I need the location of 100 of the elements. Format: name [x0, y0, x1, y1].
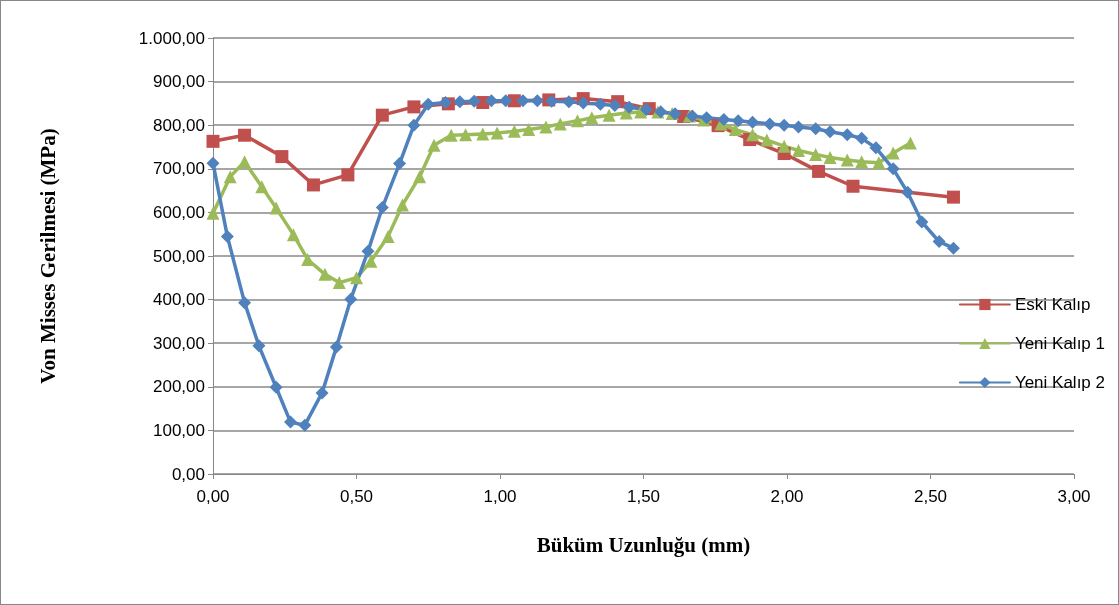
point — [298, 418, 312, 432]
point — [530, 94, 544, 108]
point — [823, 150, 837, 164]
point — [809, 122, 823, 136]
y-axis-title: Von Misses Gerilmesi (MPa) — [35, 128, 60, 384]
point — [499, 94, 513, 108]
point — [731, 114, 745, 128]
point — [746, 128, 760, 142]
y-tick-label: 900,00 — [153, 72, 205, 92]
point — [329, 340, 343, 354]
point — [395, 198, 409, 212]
point — [269, 380, 283, 394]
point — [901, 185, 915, 199]
point — [846, 179, 860, 193]
point — [223, 170, 237, 184]
point — [886, 146, 900, 160]
point — [576, 96, 590, 110]
point — [407, 100, 421, 114]
point — [206, 156, 220, 170]
point — [206, 134, 220, 148]
point — [562, 95, 576, 109]
x-tick-label: 0,50 — [339, 487, 374, 506]
point — [238, 128, 252, 142]
point — [593, 97, 607, 111]
y-tick-label: 500,00 — [153, 246, 205, 266]
point — [855, 131, 869, 145]
point — [252, 339, 266, 353]
y-tick-label: 800,00 — [153, 115, 205, 135]
point — [375, 201, 389, 215]
point — [946, 190, 960, 204]
point — [407, 118, 421, 132]
point — [301, 252, 315, 266]
point — [903, 136, 917, 150]
point — [220, 229, 234, 243]
x-tick-label: 0,00 — [196, 487, 230, 506]
point — [608, 99, 622, 113]
point — [634, 105, 648, 119]
point — [717, 113, 731, 127]
y-tick-label: 300,00 — [153, 333, 205, 353]
point — [507, 124, 521, 138]
point — [484, 94, 498, 108]
point — [413, 170, 427, 184]
point — [393, 157, 407, 171]
x-tick-label: 2,00 — [770, 487, 804, 506]
point — [763, 117, 777, 131]
point — [427, 138, 441, 152]
point — [467, 94, 481, 108]
point — [206, 206, 220, 220]
point — [872, 156, 886, 170]
point — [760, 133, 774, 147]
point — [855, 155, 869, 169]
legend-label: Yeni Kalıp 1 — [1014, 334, 1106, 353]
point — [728, 123, 742, 137]
point — [915, 215, 929, 229]
point — [283, 415, 297, 429]
point — [777, 139, 791, 153]
point — [840, 153, 854, 167]
point — [746, 115, 760, 129]
point — [585, 111, 599, 125]
x-tick-label: 3,00 — [1057, 487, 1091, 506]
point — [791, 120, 805, 134]
point — [522, 123, 536, 137]
point — [840, 128, 854, 142]
point — [932, 235, 946, 249]
y-tick-label: 1.000,00 — [138, 28, 205, 48]
point — [255, 180, 269, 194]
point — [269, 201, 283, 215]
y-tick-label: 600,00 — [153, 202, 205, 222]
point — [318, 267, 332, 281]
y-tick-label: 0,00 — [171, 464, 205, 484]
x-axis-title: Büküm Uzunluğu (mm) — [536, 532, 751, 557]
point — [602, 108, 616, 122]
point — [275, 150, 289, 164]
point — [453, 95, 467, 109]
y-tick-label: 400,00 — [153, 290, 205, 310]
point — [516, 94, 530, 108]
point — [809, 147, 823, 161]
point — [361, 244, 375, 258]
point — [622, 100, 636, 114]
point — [476, 127, 490, 141]
y-tick-label: 700,00 — [153, 159, 205, 179]
point — [539, 120, 553, 134]
point — [553, 117, 567, 131]
point — [421, 97, 435, 111]
point — [570, 114, 584, 128]
y-tick-label: 100,00 — [153, 420, 205, 440]
point — [791, 143, 805, 157]
point — [459, 128, 473, 142]
point — [777, 118, 791, 132]
y-tick-label: 200,00 — [153, 377, 205, 397]
point — [364, 254, 378, 268]
point — [344, 292, 358, 306]
point — [315, 386, 329, 400]
point — [341, 168, 355, 182]
legend-label: Eski Kalıp — [1014, 295, 1091, 314]
point — [886, 162, 900, 176]
point — [823, 125, 837, 139]
point — [444, 128, 458, 142]
x-tick-label: 1,00 — [483, 487, 517, 506]
x-tick-label: 2,50 — [913, 487, 948, 506]
